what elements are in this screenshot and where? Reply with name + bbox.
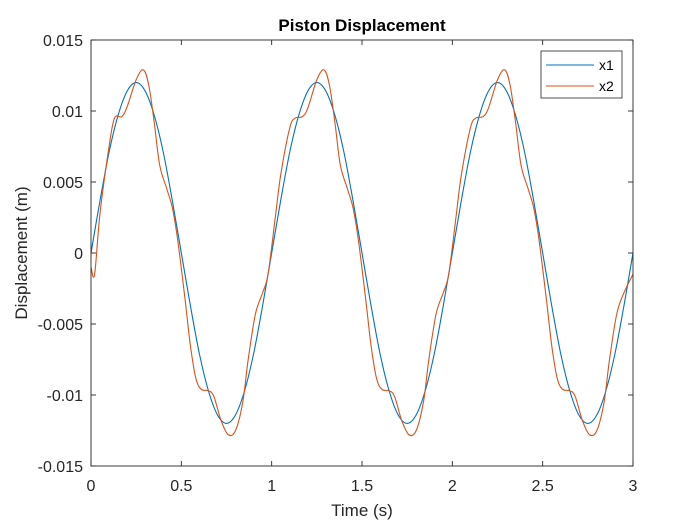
x-tick-label: 0.5 (170, 478, 192, 495)
y-tick-label: 0.005 (43, 175, 83, 192)
series-line-x1 (90, 82, 634, 424)
ticks-layer: 0 0.5 1 1.5 2 2.5 3 -0.015 -0.01 -0.005 0 0.005 0.01… (38, 33, 638, 495)
chart-title: Piston Displacement (278, 16, 446, 35)
legend-label-x2: x2 (599, 78, 614, 94)
y-tick-label: -0.015 (38, 459, 83, 476)
x-tick-label: 1.5 (351, 478, 373, 495)
series-layer (90, 69, 634, 437)
y-tick-label: -0.005 (38, 317, 83, 334)
y-tick-label: 0 (74, 246, 83, 263)
legend-label-x1: x1 (599, 57, 614, 73)
y-tick-label: -0.01 (47, 388, 84, 405)
series-line-x2 (90, 69, 634, 437)
x-tick-label: 0 (87, 478, 96, 495)
y-tick-label: 0.01 (52, 104, 83, 121)
legend[interactable]: x1 x2 (540, 50, 623, 99)
y-tick-label: 0.015 (43, 33, 83, 50)
x-tick-label: 2.5 (532, 478, 554, 495)
x-tick-label: 1 (267, 478, 276, 495)
x-tick-label: 2 (448, 478, 457, 495)
x-tick-label: 3 (629, 478, 638, 495)
x-axis-label: Time (s) (331, 501, 393, 520)
legend-box (540, 50, 623, 99)
y-axis-label: Displacement (m) (12, 186, 31, 319)
